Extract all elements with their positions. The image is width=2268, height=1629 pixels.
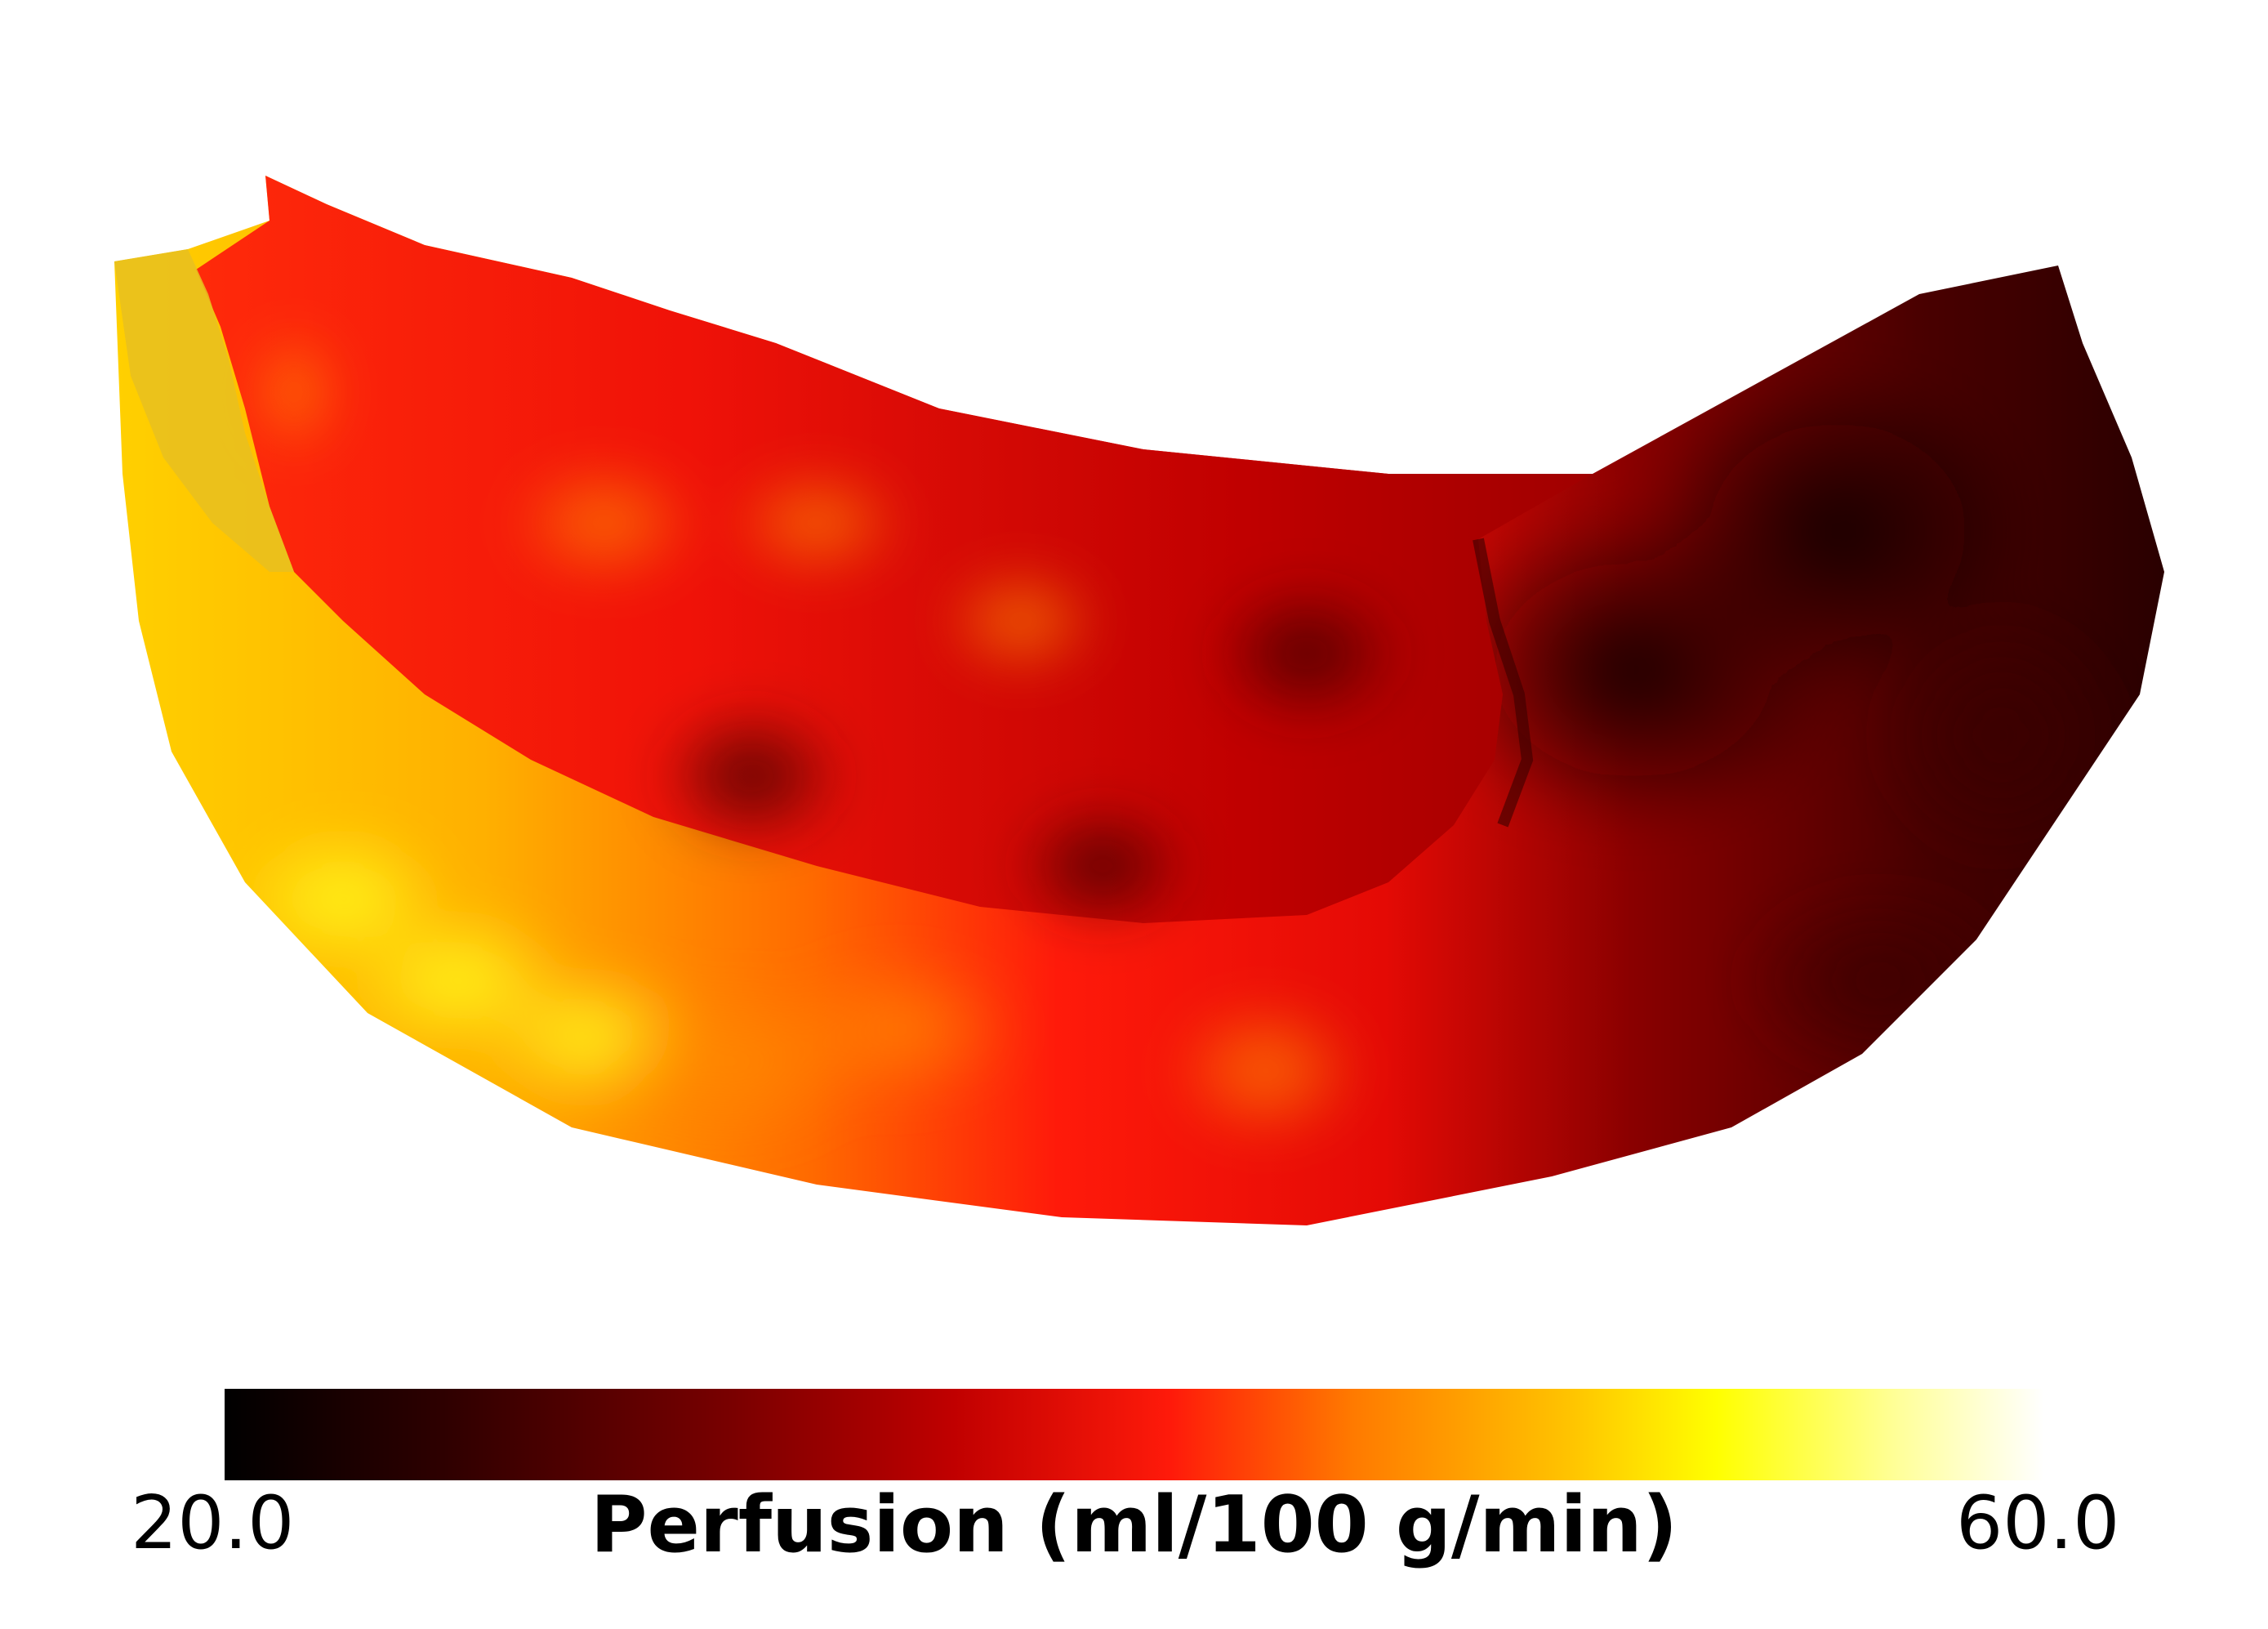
colorbar-title: Perfusion (ml/100 g/min) [590,1480,1678,1570]
organ-fold [1473,538,1534,828]
organ-surface [114,176,2164,1225]
colorbar-max-label: 60.0 [1956,1480,2120,1566]
organ-left-wall [114,249,294,572]
colorbar [225,1389,2044,1480]
colorbar-min-label: 20.0 [131,1480,295,1566]
